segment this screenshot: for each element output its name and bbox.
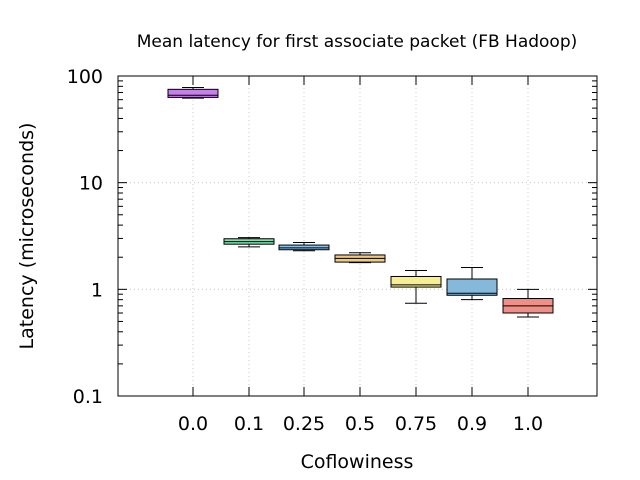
x-tick-label: 0.25 — [283, 413, 325, 435]
box-body — [446, 278, 498, 296]
box-body — [390, 275, 442, 288]
boxes-group — [167, 87, 554, 318]
x-axis-ticks: 0.0 0.1 0.25 0.5 0.75 0.9 1.0 — [178, 76, 543, 435]
y-tick-label: 1 — [91, 279, 103, 301]
x-tick-label: 0.75 — [395, 413, 437, 435]
chart-title: Mean latency for first associate packet … — [137, 32, 578, 52]
y-axis-ticks: 0.1 1 10 100 — [67, 66, 597, 408]
x-tick-label: 1.0 — [513, 413, 543, 435]
box-0.0 — [167, 87, 219, 99]
box-body — [167, 88, 219, 98]
box-0.5 — [334, 252, 386, 264]
x-tick-label: 0.5 — [345, 413, 375, 435]
y-axis-label: Latency (microseconds) — [16, 123, 38, 350]
box-0.25 — [278, 241, 330, 252]
x-tick-label: 0.0 — [178, 413, 208, 435]
box-0.1 — [223, 237, 275, 248]
y-tick-label: 10 — [79, 173, 103, 195]
box-0.75 — [390, 270, 442, 304]
y-tick-label: 0.1 — [73, 386, 103, 408]
box-0.9 — [446, 267, 498, 301]
x-tick-label: 0.1 — [234, 413, 264, 435]
box-1.0 — [502, 288, 554, 318]
x-tick-label: 0.9 — [457, 413, 487, 435]
plot-frame — [117, 75, 598, 397]
y-tick-label: 100 — [67, 66, 103, 88]
x-axis-label: Coflowiness — [301, 451, 414, 473]
grid-lines — [118, 76, 597, 396]
